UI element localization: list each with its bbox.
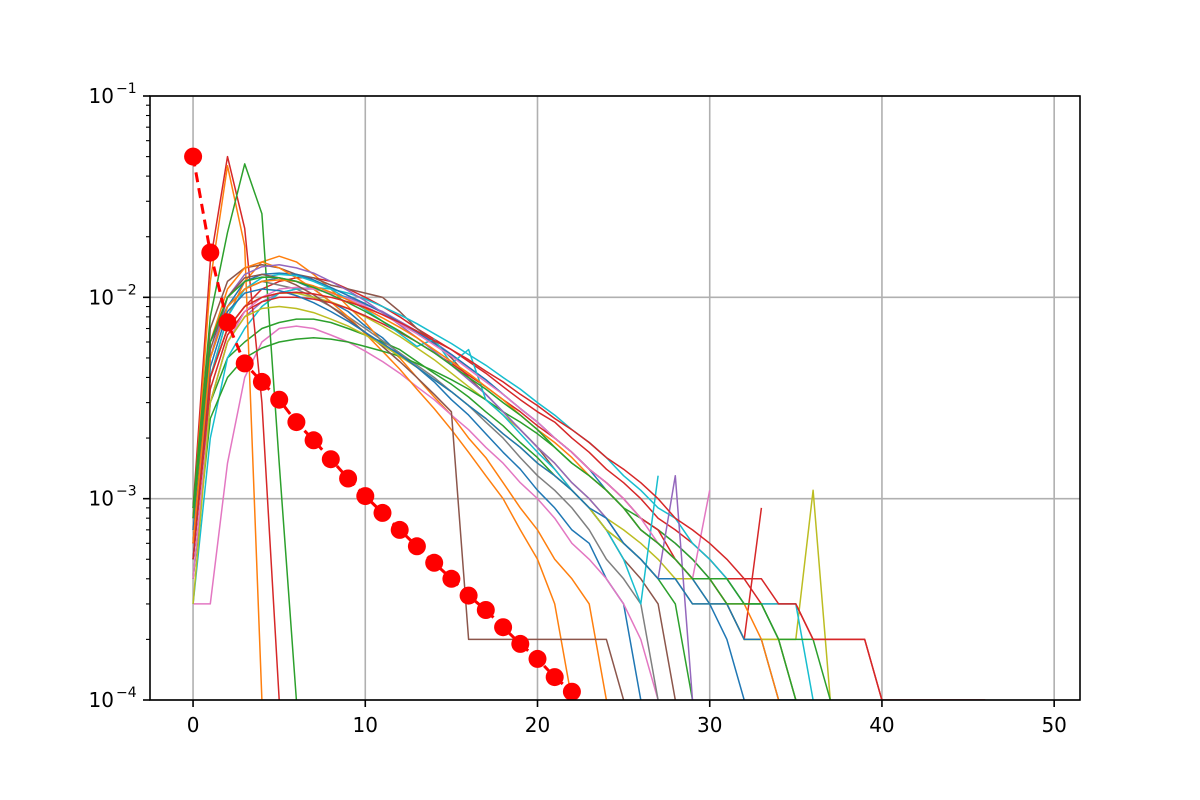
- series-line: [192, 288, 796, 700]
- x-tick-label: 20: [525, 713, 550, 737]
- reference-point: [373, 503, 392, 522]
- reference-point: [528, 649, 547, 668]
- reference-point: [545, 668, 564, 687]
- reference-point: [390, 520, 409, 539]
- y-tick-exponent: −3: [116, 484, 137, 500]
- y-tick-label: 10: [89, 84, 114, 108]
- series-line: [192, 286, 711, 580]
- reference-point: [184, 147, 203, 166]
- series-line: [192, 276, 797, 700]
- reference-point: [476, 601, 495, 619]
- y-tick-label: 10: [89, 487, 114, 511]
- reference-point: [235, 354, 254, 373]
- y-tick-exponent: −2: [116, 282, 137, 298]
- series-line: [192, 296, 763, 641]
- y-tick-label: 10: [89, 285, 114, 309]
- reference-point: [201, 243, 220, 262]
- series-line: [192, 155, 280, 700]
- reference-point: [321, 450, 340, 469]
- series-line: [192, 291, 883, 700]
- reference-point: [459, 586, 478, 605]
- reference-point: [407, 537, 426, 556]
- reference-point: [425, 553, 444, 572]
- y-tick-label: 10: [89, 688, 114, 712]
- reference-point: [562, 682, 581, 700]
- reference-series: [184, 147, 581, 700]
- series-lines: [192, 155, 986, 700]
- series-line: [192, 336, 832, 700]
- x-tick-label: 0: [187, 713, 200, 737]
- plot-frame: [149, 95, 1081, 701]
- reference-point: [339, 469, 358, 488]
- x-tick-label: 40: [869, 713, 894, 737]
- x-tick-label: 30: [697, 713, 722, 737]
- y-tick-exponent: −1: [116, 81, 137, 97]
- reference-point: [442, 569, 461, 588]
- x-tick-label: 50: [1041, 713, 1066, 737]
- series-line: [192, 163, 298, 700]
- reference-point: [356, 487, 375, 506]
- reference-point: [218, 313, 237, 332]
- series-line: [192, 280, 659, 700]
- reference-point: [494, 618, 513, 637]
- series-line: [192, 273, 625, 700]
- series-line: [192, 286, 814, 700]
- y-tick-exponent: −4: [116, 685, 137, 701]
- reference-point: [511, 634, 530, 653]
- reference-point: [270, 390, 289, 409]
- reference-point: [304, 431, 323, 450]
- axis-ticks: [143, 95, 1055, 707]
- reference-point: [252, 372, 271, 391]
- reference-point: [287, 413, 306, 432]
- x-tick-label: 10: [353, 713, 378, 737]
- series-line: [192, 165, 263, 700]
